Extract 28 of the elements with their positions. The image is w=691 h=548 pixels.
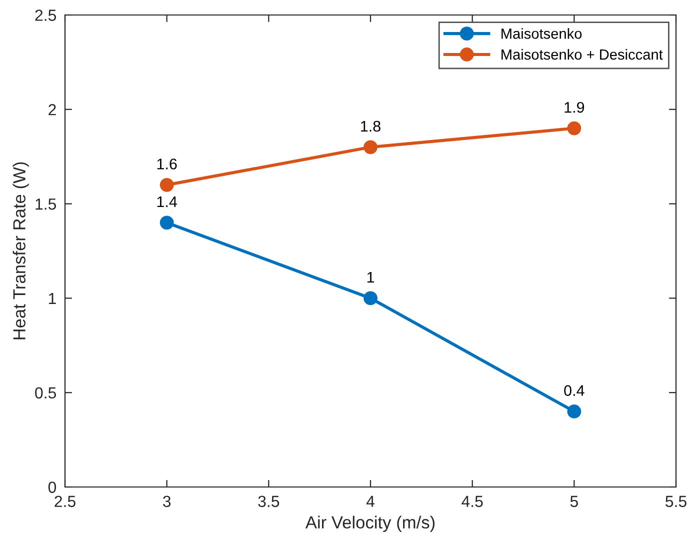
point [364,140,378,154]
x-tick-label: 5 [570,496,578,508]
point [567,121,582,136]
x-tick-label: 4.5 [462,496,483,508]
y-tick-label: 0 [48,482,56,493]
x-tick-label: 4 [366,496,374,507]
y-axis-title: Heat Transfer Rate (W) [12,162,29,340]
legend-label: Maisotsenko + Desiccant [502,49,663,60]
point [364,291,378,306]
data-label: 1.6 [157,158,177,170]
data-label: 0.4 [564,385,584,396]
y-tick-label: 2 [48,104,56,116]
data-label: 1.4 [157,196,178,208]
y-tick-label: 0.5 [35,387,56,399]
y-tick-label: 1.5 [36,198,56,210]
x-tick-label: 3.5 [258,496,280,508]
x-axis-title: Air Velocity (m/s) [305,516,435,532]
data-label: 1.8 [361,120,380,132]
point [160,216,174,230]
point [567,404,582,418]
legend-label: Maisotsenko [502,28,582,39]
x-tick-label: 3 [163,496,171,508]
data-label: 1 [367,272,374,283]
y-tick-label: 2.5 [35,10,56,21]
point [160,178,174,192]
data-label: 1.9 [564,102,584,113]
x-tick-label: 5.5 [666,496,686,508]
y-tick-label: 1 [49,293,56,304]
